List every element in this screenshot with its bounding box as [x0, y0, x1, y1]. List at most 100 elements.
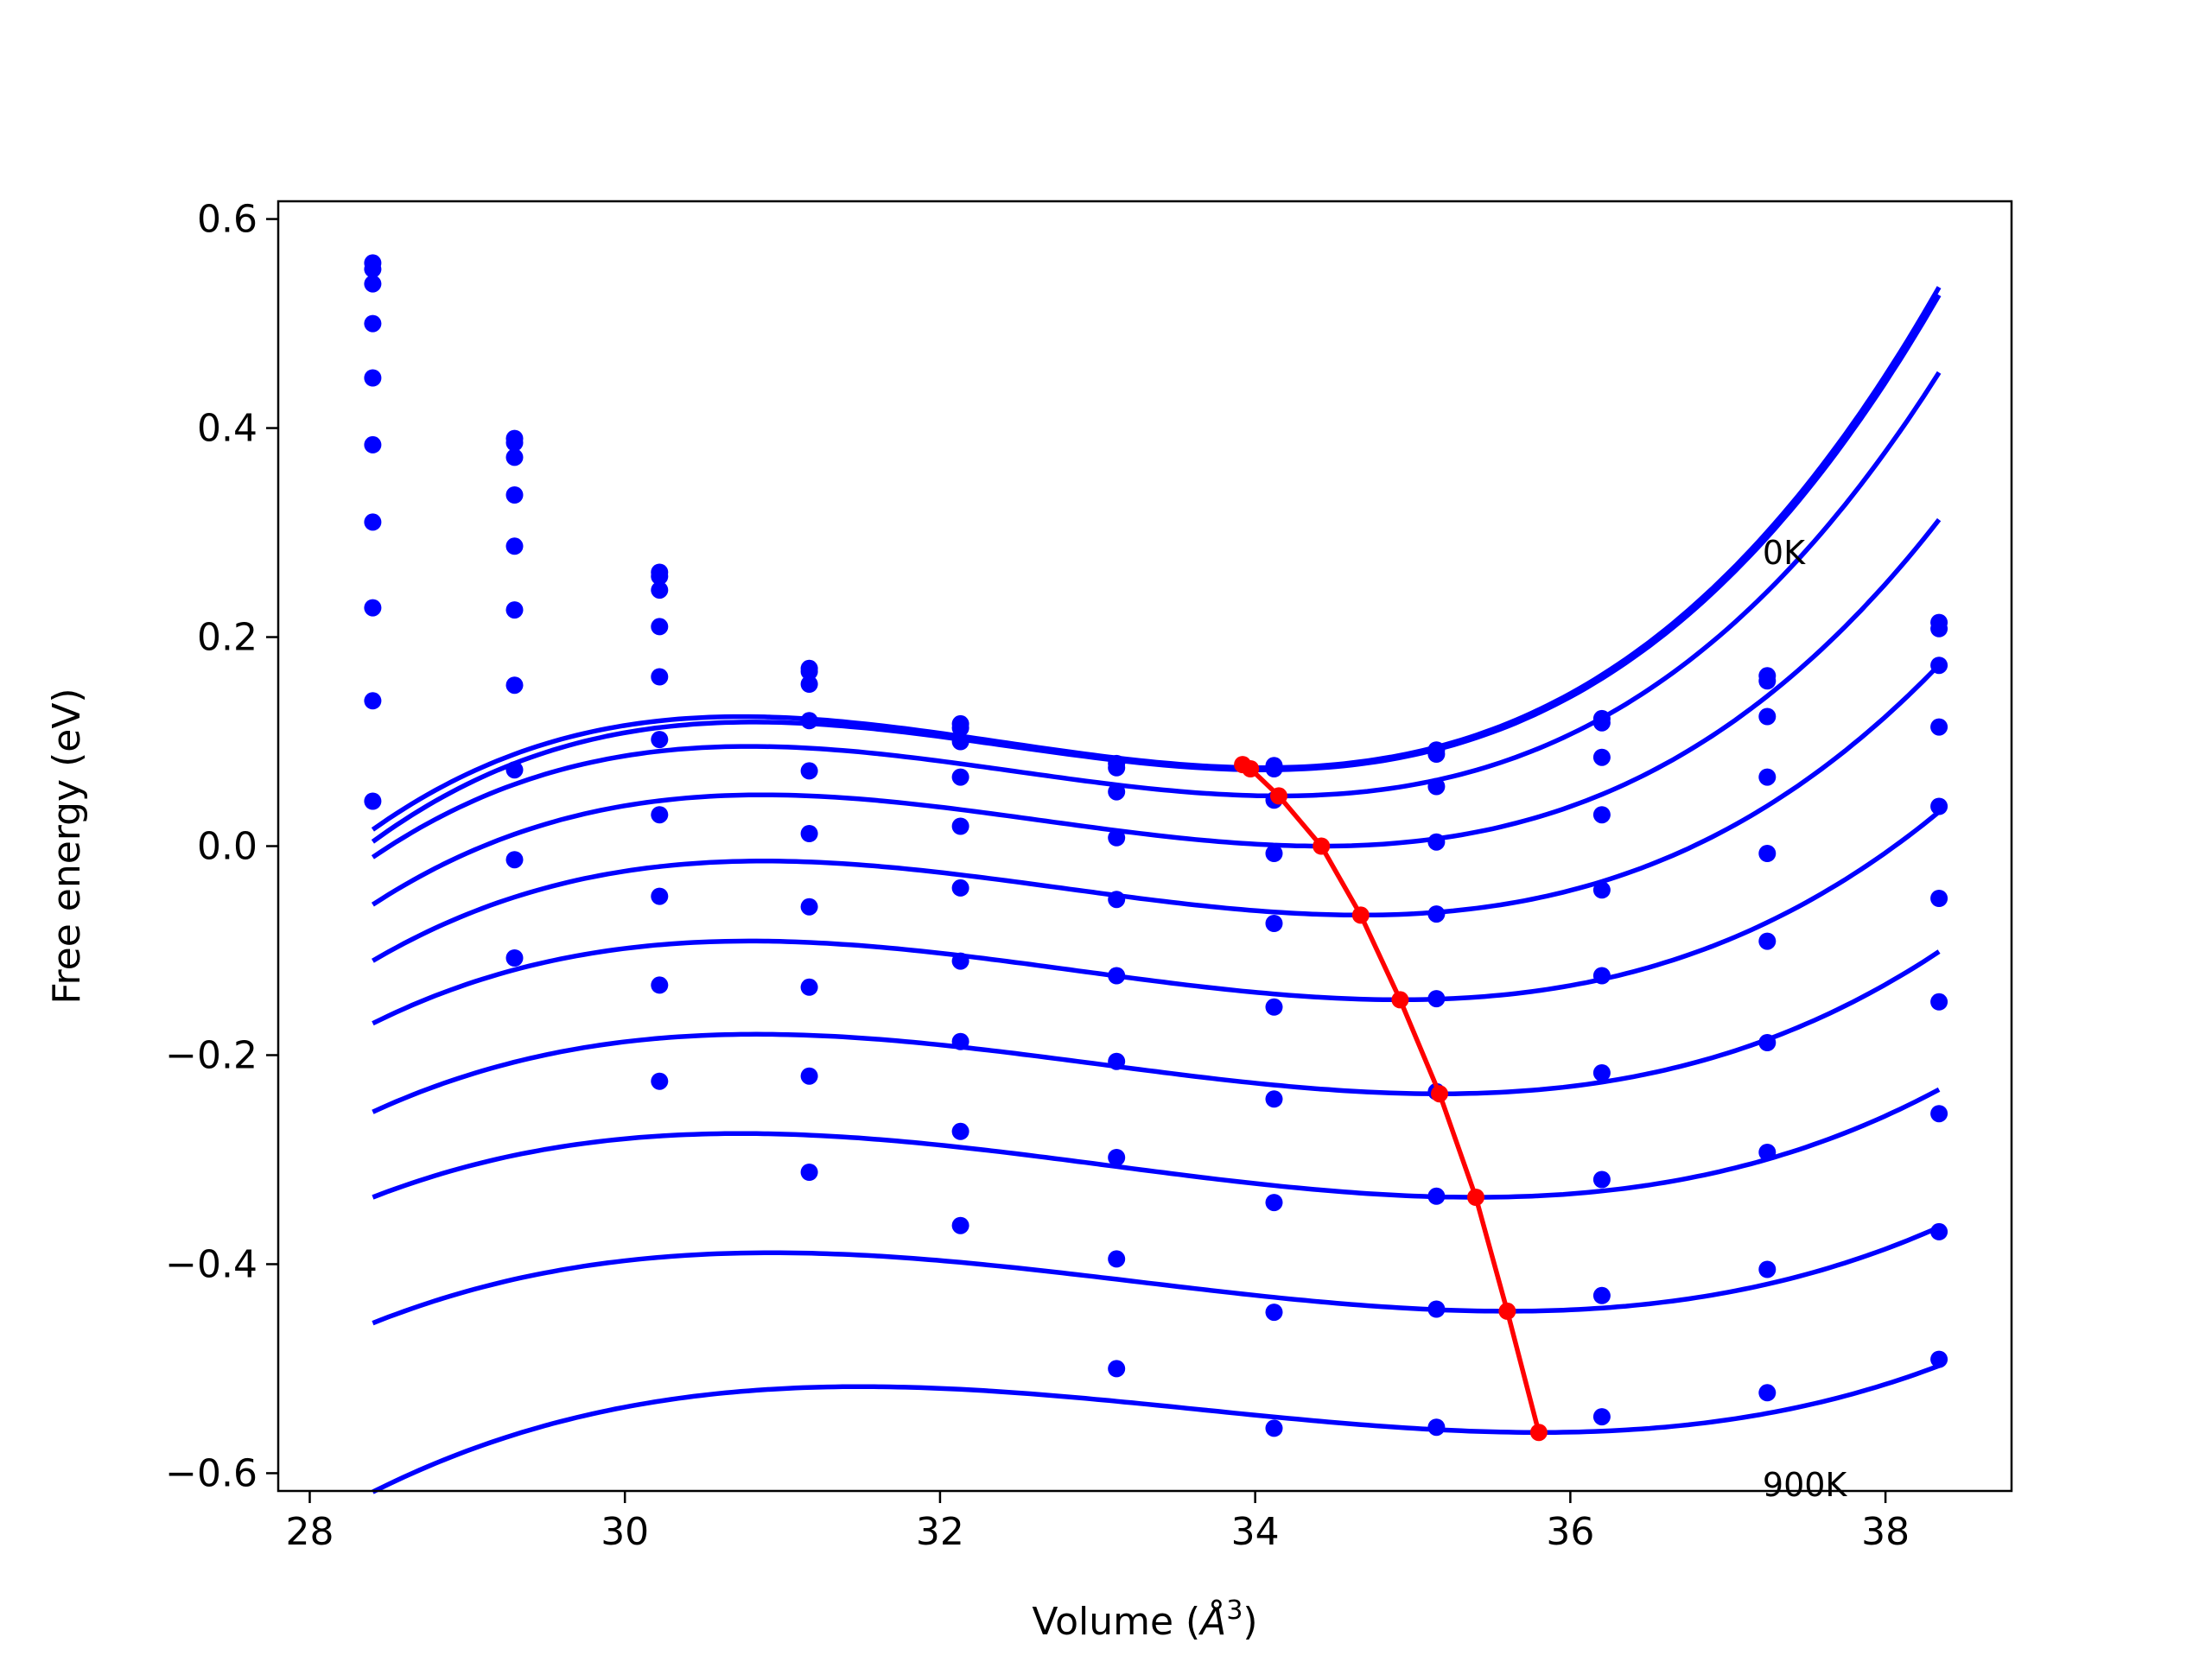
data-point — [800, 978, 818, 996]
data-point — [951, 719, 969, 737]
data-point — [651, 618, 669, 636]
data-point — [1108, 783, 1126, 801]
data-point — [1427, 745, 1446, 763]
data-point — [505, 486, 524, 504]
minimum-path-layer — [1234, 756, 1548, 1442]
data-point — [1427, 1300, 1446, 1318]
fit-curve-2 — [371, 371, 1942, 860]
data-point — [800, 898, 818, 916]
data-point — [1758, 1260, 1777, 1278]
data-point — [800, 663, 818, 681]
data-point — [1592, 967, 1611, 985]
data-point — [1265, 915, 1283, 932]
data-point — [505, 434, 524, 452]
data-point — [800, 1164, 818, 1181]
minimum-point — [1529, 1424, 1548, 1442]
data-point — [1930, 619, 1948, 638]
data-point — [1592, 1064, 1611, 1082]
data-point — [1265, 998, 1283, 1016]
data-point — [1592, 1286, 1611, 1304]
data-point — [364, 692, 382, 710]
x-axis-label-text: Volume ( — [1032, 1600, 1200, 1644]
data-point — [1427, 990, 1446, 1008]
axes-layer: 28 30 32 34 36 38 0.6 0.4 0.2 0.0 −0.2 −0.4 −0.6 — [165, 198, 1910, 1554]
data-point — [364, 314, 382, 333]
data-point — [505, 537, 524, 555]
data-point — [651, 581, 669, 599]
data-point — [1108, 967, 1126, 985]
data-point — [1930, 718, 1948, 736]
data-point — [951, 1032, 969, 1050]
data-point — [1758, 932, 1777, 950]
x-tick-label: 32 — [916, 1510, 964, 1554]
data-point — [651, 731, 669, 749]
data-point — [1758, 1384, 1777, 1402]
data-point — [1108, 1052, 1126, 1070]
data-point — [800, 712, 818, 730]
data-point — [651, 1072, 669, 1090]
y-tick-label: 0.6 — [197, 198, 257, 242]
data-point — [1758, 768, 1777, 786]
data-point — [800, 762, 818, 780]
y-axis-label: Free energy (eV) — [45, 688, 89, 1004]
data-point — [1758, 1144, 1777, 1161]
data-point — [651, 806, 669, 824]
data-point — [364, 792, 382, 810]
data-point — [1265, 1090, 1283, 1108]
x-tick-label: 28 — [285, 1510, 334, 1554]
y-tick-label: 0.2 — [197, 616, 257, 660]
data-point — [1427, 833, 1446, 851]
data-point — [1592, 1408, 1611, 1426]
data-point — [651, 668, 669, 686]
x-axis-label-symbol: Å — [1198, 1598, 1226, 1644]
x-axis-label-close: ) — [1243, 1600, 1257, 1644]
data-point — [1108, 1360, 1126, 1378]
y-tick-label: −0.4 — [165, 1242, 257, 1286]
minimum-point — [1242, 760, 1260, 777]
data-point — [1930, 890, 1948, 907]
data-point — [951, 952, 969, 970]
fit-curve-6 — [372, 949, 1941, 1114]
data-point — [505, 601, 524, 619]
x-tick-label: 34 — [1231, 1510, 1280, 1554]
fit-curve-1 — [371, 294, 1942, 844]
data-point — [1930, 993, 1948, 1011]
annotation-layer: 0K 900K — [1763, 534, 1848, 1504]
fit-curve-5 — [372, 809, 1941, 1026]
y-tick-label: 0.0 — [197, 825, 257, 869]
data-point — [800, 825, 818, 842]
data-point — [505, 851, 524, 869]
minimum-point — [1467, 1189, 1484, 1206]
fit-curve-8 — [372, 1225, 1941, 1326]
data-point — [505, 949, 524, 967]
data-point — [651, 568, 669, 586]
fit-curve-9 — [372, 1363, 1941, 1494]
data-point — [364, 260, 382, 278]
data-point — [364, 275, 382, 293]
annotation-label: 0K — [1763, 534, 1806, 572]
minimum-point — [1498, 1302, 1516, 1320]
data-point — [1108, 758, 1126, 777]
data-point — [951, 1216, 969, 1234]
data-point — [505, 676, 524, 695]
data-point — [505, 448, 524, 466]
data-point — [951, 1122, 969, 1140]
data-point — [951, 817, 969, 835]
minimum-point — [1351, 906, 1370, 924]
minimum-point — [1431, 1085, 1448, 1103]
data-point — [364, 599, 382, 617]
x-tick-label: 36 — [1546, 1510, 1594, 1554]
data-point — [1427, 777, 1446, 796]
x-tick-label: 38 — [1861, 1510, 1910, 1554]
data-point — [951, 733, 969, 751]
data-point — [951, 879, 969, 897]
data-point — [1758, 845, 1777, 862]
data-point — [1592, 1170, 1611, 1189]
data-point — [364, 435, 382, 454]
fit-curve-7 — [372, 1087, 1941, 1200]
data-point — [951, 768, 969, 786]
data-point — [1265, 1419, 1283, 1437]
minimum-point — [1270, 787, 1287, 805]
data-point — [1758, 1034, 1777, 1051]
